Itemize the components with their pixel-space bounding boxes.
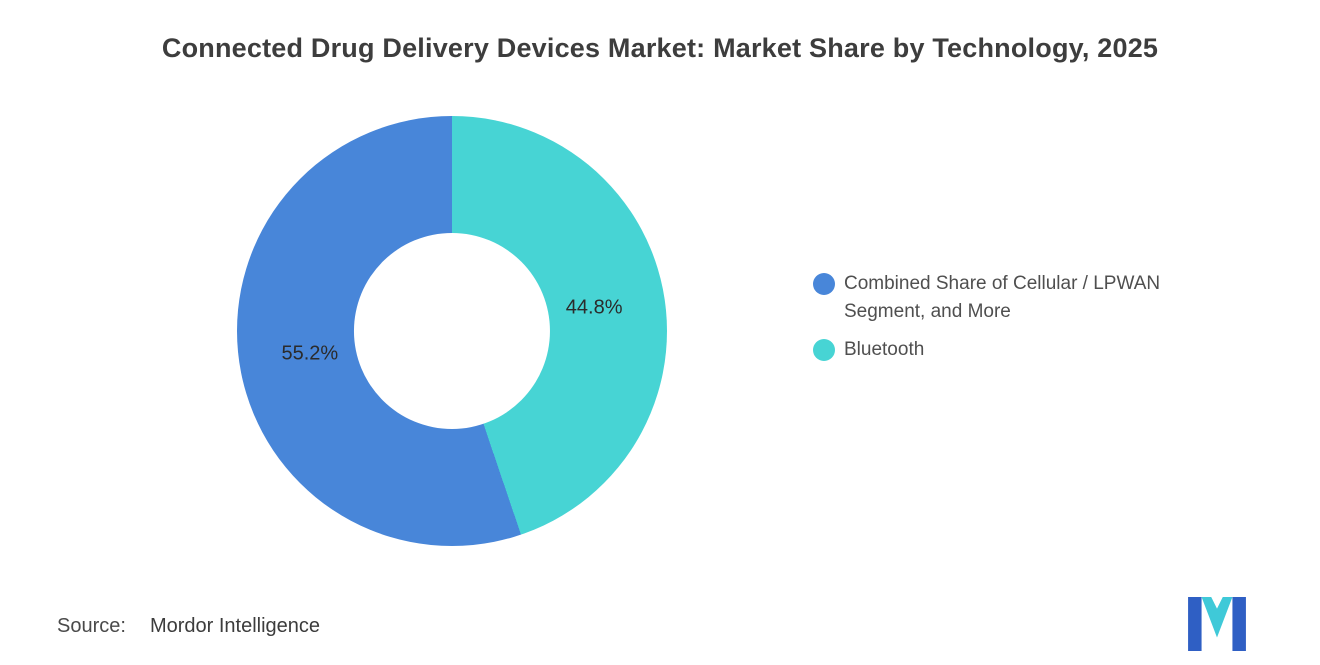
legend-label: Combined Share of Cellular / LPWAN Segme… (844, 273, 1161, 322)
legend-dot (813, 339, 835, 361)
chart-title: Connected Drug Delivery Devices Market: … (161, 33, 1159, 63)
logo-blue-shape (1188, 597, 1246, 651)
slice-label: 55.2% (281, 342, 339, 365)
source-label: Source: (57, 615, 126, 637)
slice-label: 44.8% (565, 296, 623, 319)
legend-label: Bluetooth (844, 339, 925, 360)
source: Source: Mordor Intelligence (57, 615, 320, 638)
donut-chart: 44.8% 55.2% (237, 116, 667, 546)
legend: Combined Share of Cellular / LPWAN Segme… (813, 270, 1253, 364)
legend-dot (813, 273, 835, 295)
donut-hole (353, 232, 551, 430)
mordor-intelligence-logo (1188, 597, 1246, 651)
legend-item: Bluetooth (813, 336, 1253, 364)
logo-teal-shape (1201, 597, 1233, 638)
legend-item: Combined Share of Cellular / LPWAN Segme… (813, 270, 1253, 326)
source-value: Mordor Intelligence (149, 615, 321, 637)
